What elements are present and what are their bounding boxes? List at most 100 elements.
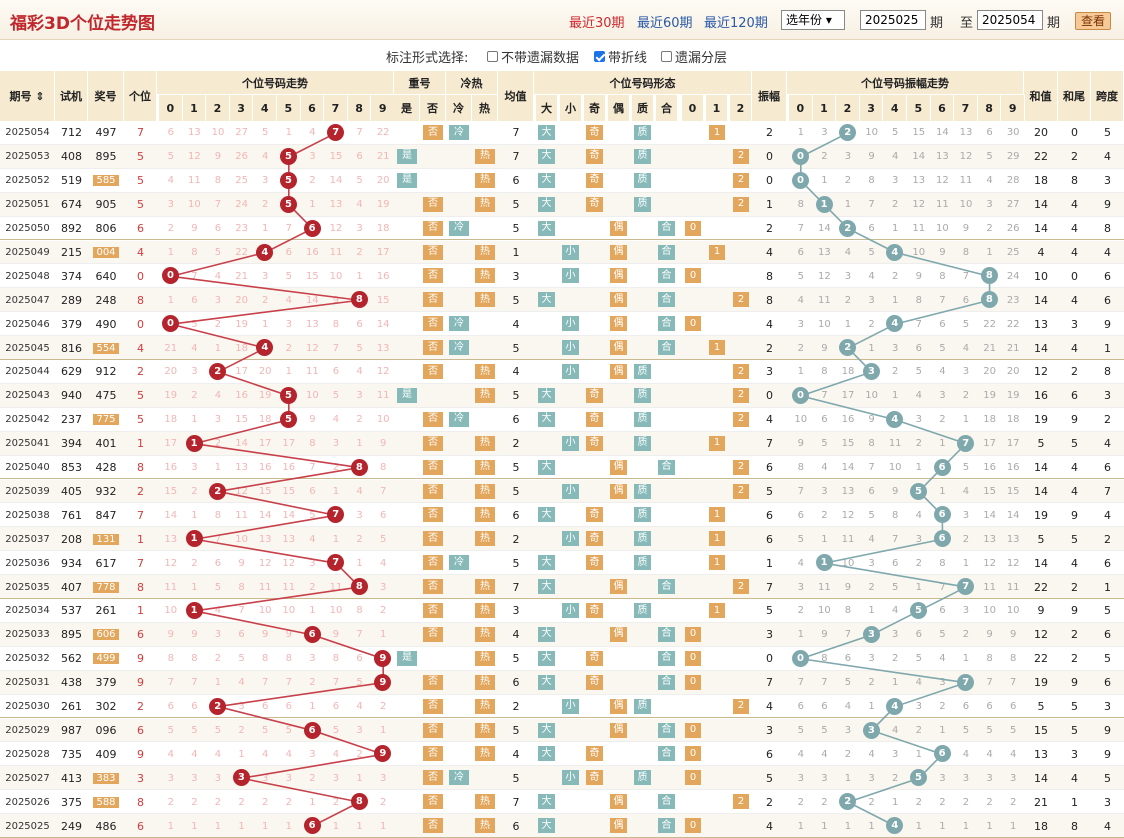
- prize-cell: 302: [95, 700, 117, 714]
- avg-cell: 5: [512, 389, 520, 403]
- trend-miss-cell: 6: [214, 557, 222, 569]
- trend-miss-cell: 3: [238, 701, 245, 713]
- trend-miss-cell: 3: [380, 772, 387, 784]
- amp-miss-cell: 1: [868, 820, 875, 832]
- avg-cell: 7: [512, 580, 520, 594]
- amp-miss-cell: 6: [821, 414, 828, 426]
- checkbox-miss-layer[interactable]: [661, 51, 672, 62]
- trend-miss-cell: 22: [235, 246, 248, 258]
- size-tag: 大: [538, 555, 555, 571]
- unit-ball: 6: [303, 625, 321, 643]
- amp-miss-cell: 10: [959, 199, 973, 211]
- parity-tag: 奇: [586, 435, 603, 451]
- amp-ball: 8: [980, 291, 998, 309]
- amp-miss-cell: 9: [939, 246, 946, 258]
- amp-miss-cell: 6: [797, 509, 804, 521]
- option-with-line[interactable]: 带折线: [594, 47, 647, 66]
- trend-miss-cell: 1: [309, 796, 316, 808]
- trend-miss-cell: 4: [356, 199, 363, 211]
- trend-miss-cell: 5: [214, 724, 222, 736]
- header-issue[interactable]: 期号 ⇕: [0, 71, 55, 121]
- amp-ball: 2: [839, 793, 857, 811]
- amp-miss-cell: 1: [939, 724, 946, 736]
- mod3-tag: 1: [709, 435, 725, 451]
- amp-miss-cell: 18: [841, 366, 855, 378]
- checkbox-no-miss[interactable]: [487, 51, 498, 62]
- prime-tag: 质: [634, 770, 651, 786]
- amp-miss-cell: 5: [1010, 724, 1017, 736]
- amp-miss-cell: 16: [841, 414, 855, 426]
- amp-miss-cell: 1: [868, 342, 875, 354]
- amp-miss-cell: 11: [936, 199, 949, 211]
- amp-miss-cell: 26: [1006, 223, 1020, 235]
- trend-miss-cell: 10: [188, 199, 201, 211]
- trend-miss-cell: 3: [309, 748, 316, 760]
- nav-recent-60[interactable]: 最近60期: [637, 16, 693, 31]
- option-no-miss[interactable]: 不带遗漏数据: [487, 47, 579, 66]
- tail-cell: 4: [1071, 245, 1078, 259]
- trend-miss-cell: 25: [235, 175, 248, 187]
- prize-cell: 096: [95, 723, 117, 737]
- amp-miss-cell: 3: [962, 509, 970, 521]
- trend-digit-header: 5: [277, 95, 301, 121]
- trend-miss-cell: 2: [191, 485, 198, 497]
- amp-miss-cell: 3: [797, 772, 804, 784]
- amp-miss-cell: 5: [844, 677, 852, 689]
- trend-miss-cell: 1: [191, 581, 198, 593]
- amp-miss-cell: 13: [1006, 533, 1020, 545]
- trend-miss-cell: 4: [214, 270, 222, 282]
- size-tag: 小: [562, 698, 579, 714]
- amp-miss-cell: 9: [844, 581, 852, 593]
- tail-cell: 0: [1071, 269, 1078, 283]
- from-issue-input[interactable]: 2025025: [860, 10, 926, 30]
- hot-tag: 热: [475, 507, 495, 523]
- trend-miss-cell: 3: [332, 438, 340, 450]
- sum-cell: 10: [1034, 269, 1048, 283]
- prize-cell: 640: [95, 269, 117, 283]
- trend-digit-header: 4: [253, 95, 277, 121]
- issue-cell: 2025050: [5, 223, 50, 235]
- to-issue-input[interactable]: 2025054: [977, 10, 1043, 30]
- amp-miss-cell: 20: [1006, 366, 1020, 378]
- trial-cell: 562: [61, 652, 82, 666]
- year-select[interactable]: 选年份 ▾: [781, 10, 845, 30]
- trend-miss-cell: 1: [309, 701, 316, 713]
- parity-tag: 奇: [586, 650, 603, 666]
- amp-miss-cell: 5: [939, 629, 946, 641]
- nav-recent-120[interactable]: 最近120期: [704, 16, 768, 31]
- amp-miss-cell: 7: [915, 318, 922, 330]
- trend-miss-cell: 19: [164, 390, 178, 402]
- amp-trend-line: [797, 132, 991, 827]
- nav-recent-30[interactable]: 最近30期: [569, 16, 625, 31]
- amp-miss-cell: 2: [915, 724, 922, 736]
- checkbox-with-line[interactable]: [594, 51, 605, 62]
- trend-miss-cell: 3: [332, 772, 340, 784]
- trend-miss-cell: 11: [235, 509, 248, 521]
- amp-miss-cell: 3: [797, 318, 804, 330]
- trend-miss-cell: 2: [214, 653, 222, 665]
- issue-cell: 2025046: [5, 318, 50, 330]
- trend-miss-cell: 12: [282, 557, 296, 569]
- trend-table: 期号 ⇕ 试机 奖号 个位 个位号码走势 重号 冷热 均值 个位号码形态 振幅 个位号码振幅走势 和值…: [0, 71, 1124, 838]
- parity-tag: 奇: [586, 172, 603, 188]
- amp-digit-header: 1: [812, 95, 837, 121]
- size-tag: 大: [538, 746, 555, 762]
- trend-miss-cell: 7: [332, 677, 340, 689]
- trend-miss-cell: 13: [376, 342, 390, 354]
- issue-cell: 2025032: [5, 653, 50, 665]
- amp-miss-cell: 8: [986, 653, 993, 665]
- trial-cell: 853: [61, 461, 82, 475]
- trend-miss-cell: 1: [238, 820, 245, 832]
- trend-miss-cell: 12: [376, 366, 390, 378]
- tail-cell: 3: [1071, 747, 1078, 761]
- trend-miss-cell: 26: [235, 151, 248, 163]
- amp-miss-cell: 9: [915, 270, 922, 282]
- query-button[interactable]: 查看: [1075, 12, 1111, 30]
- mod3-tag: 0: [685, 268, 701, 284]
- option-miss-layer[interactable]: 遗漏分层: [661, 47, 727, 66]
- trend-miss-cell: 2: [191, 557, 198, 569]
- amp-ball: 3: [862, 721, 880, 739]
- unit-cell: 0: [137, 269, 144, 283]
- span-cell: 9: [1104, 198, 1111, 212]
- trial-cell: 674: [61, 198, 82, 212]
